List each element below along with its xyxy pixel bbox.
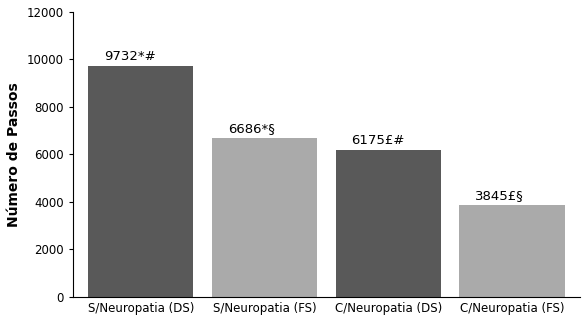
- Text: 6686*§: 6686*§: [228, 122, 275, 135]
- Bar: [336, 150, 441, 297]
- Text: 6175£#: 6175£#: [352, 134, 405, 147]
- Text: 9732*#: 9732*#: [104, 50, 156, 63]
- Bar: [88, 66, 193, 297]
- Text: 3845£§: 3845£§: [475, 189, 524, 203]
- Y-axis label: Número de Passos: Número de Passos: [7, 82, 21, 227]
- Bar: [460, 205, 565, 297]
- Bar: [212, 138, 317, 297]
